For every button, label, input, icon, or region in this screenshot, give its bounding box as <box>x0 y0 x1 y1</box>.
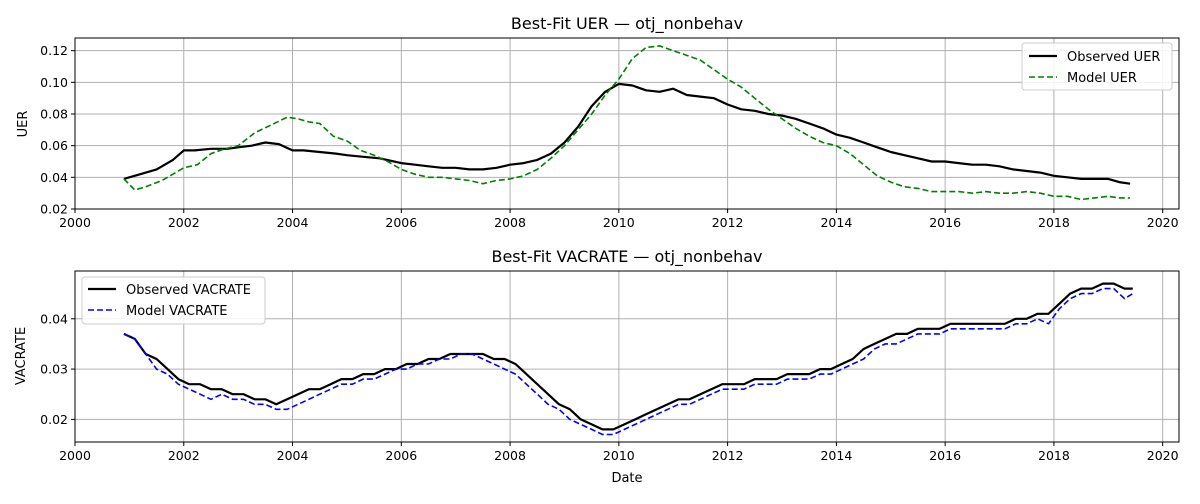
uer-y-axis: 0.02 0.04 0.06 0.08 0.10 0.12 <box>40 43 75 217</box>
vacrate-x-tick-label: 2006 <box>385 448 417 463</box>
vacrate-x-tick-label: 2018 <box>1038 448 1070 463</box>
uer-y-tick-label: 0.10 <box>40 75 68 90</box>
vacrate-x-tick-label: 2016 <box>929 448 961 463</box>
uer-legend-box <box>1021 42 1173 91</box>
uer-plot-frame <box>74 37 1180 210</box>
vacrate-x-tick-label: 2000 <box>59 448 91 463</box>
uer-legend: Observed UER Model UER <box>1021 42 1173 91</box>
uer-legend-observed-label: Observed UER <box>1067 50 1160 65</box>
vacrate-series-lines <box>123 282 1134 436</box>
uer-y-tick-label: 0.04 <box>40 170 68 185</box>
uer-x-tick-label: 2006 <box>385 215 417 230</box>
vacrate-y-tick-label: 0.02 <box>40 412 68 427</box>
uer-series-observed-line <box>123 82 1131 185</box>
uer-y-tick-label: 0.12 <box>40 43 68 58</box>
uer-chart-title: Best-Fit UER — otj_nonbehav <box>511 14 743 34</box>
uer-x-tick-label: 2008 <box>494 215 526 230</box>
vacrate-y-tick-label: 0.04 <box>40 311 68 326</box>
vacrate-y-axis-label: VACRATE <box>14 327 29 385</box>
vacrate-chart-title: Best-Fit VACRATE — otj_nonbehav <box>491 247 762 267</box>
vacrate-y-axis: 0.02 0.03 0.04 <box>40 311 75 427</box>
vacrate-x-axis: 2000 2002 2004 2006 2008 2010 2012 2014 2016 2018… <box>59 442 1179 463</box>
uer-y-tick-label: 0.02 <box>40 202 68 217</box>
uer-series-model-line <box>123 45 1131 201</box>
uer-x-tick-label: 2000 <box>59 215 91 230</box>
uer-series-lines <box>123 45 1131 201</box>
uer-x-tick-label: 2010 <box>603 215 635 230</box>
vacrate-series-model-line <box>123 287 1134 436</box>
vacrate-y-tick-label: 0.03 <box>40 362 68 377</box>
vacrate-x-tick-label: 2002 <box>168 448 200 463</box>
uer-y-tick-label: 0.08 <box>40 107 68 122</box>
uer-x-tick-label: 2016 <box>929 215 961 230</box>
vacrate-x-tick-label: 2014 <box>820 448 852 463</box>
vacrate-legend-observed-label: Observed VACRATE <box>126 283 251 298</box>
uer-panel: Best-Fit UER — otj_nonbehav 2000 2002 2004… <box>16 14 1180 230</box>
uer-x-tick-label: 2018 <box>1038 215 1070 230</box>
vacrate-x-tick-label: 2012 <box>712 448 744 463</box>
vacrate-panel: Best-Fit VACRATE — otj_nonbehav 2000 2002… <box>14 247 1180 486</box>
vacrate-x-tick-label: 2008 <box>494 448 526 463</box>
uer-y-tick-label: 0.06 <box>40 138 68 153</box>
vacrate-legend: Observed VACRATE Model VACRATE <box>81 276 266 325</box>
uer-x-axis: 2000 2002 2004 2006 2008 2010 2012 2014 2016 2018… <box>59 209 1179 230</box>
vacrate-x-tick-label: 2004 <box>277 448 309 463</box>
uer-x-tick-label: 2012 <box>712 215 744 230</box>
uer-legend-model-label: Model UER <box>1067 71 1137 86</box>
uer-x-tick-label: 2014 <box>820 215 852 230</box>
vacrate-legend-model-label: Model VACRATE <box>126 304 228 319</box>
vacrate-plot-frame <box>74 270 1180 443</box>
uer-x-tick-label: 2004 <box>277 215 309 230</box>
vacrate-series-observed-line <box>123 282 1133 431</box>
vacrate-x-tick-label: 2010 <box>603 448 635 463</box>
uer-x-tick-label: 2002 <box>168 215 200 230</box>
vacrate-x-tick-label: 2020 <box>1147 448 1179 463</box>
uer-y-axis-label: UER <box>16 111 31 138</box>
uer-x-tick-label: 2020 <box>1147 215 1179 230</box>
vacrate-x-axis-label: Date <box>611 471 642 486</box>
vacrate-legend-box <box>81 276 266 325</box>
